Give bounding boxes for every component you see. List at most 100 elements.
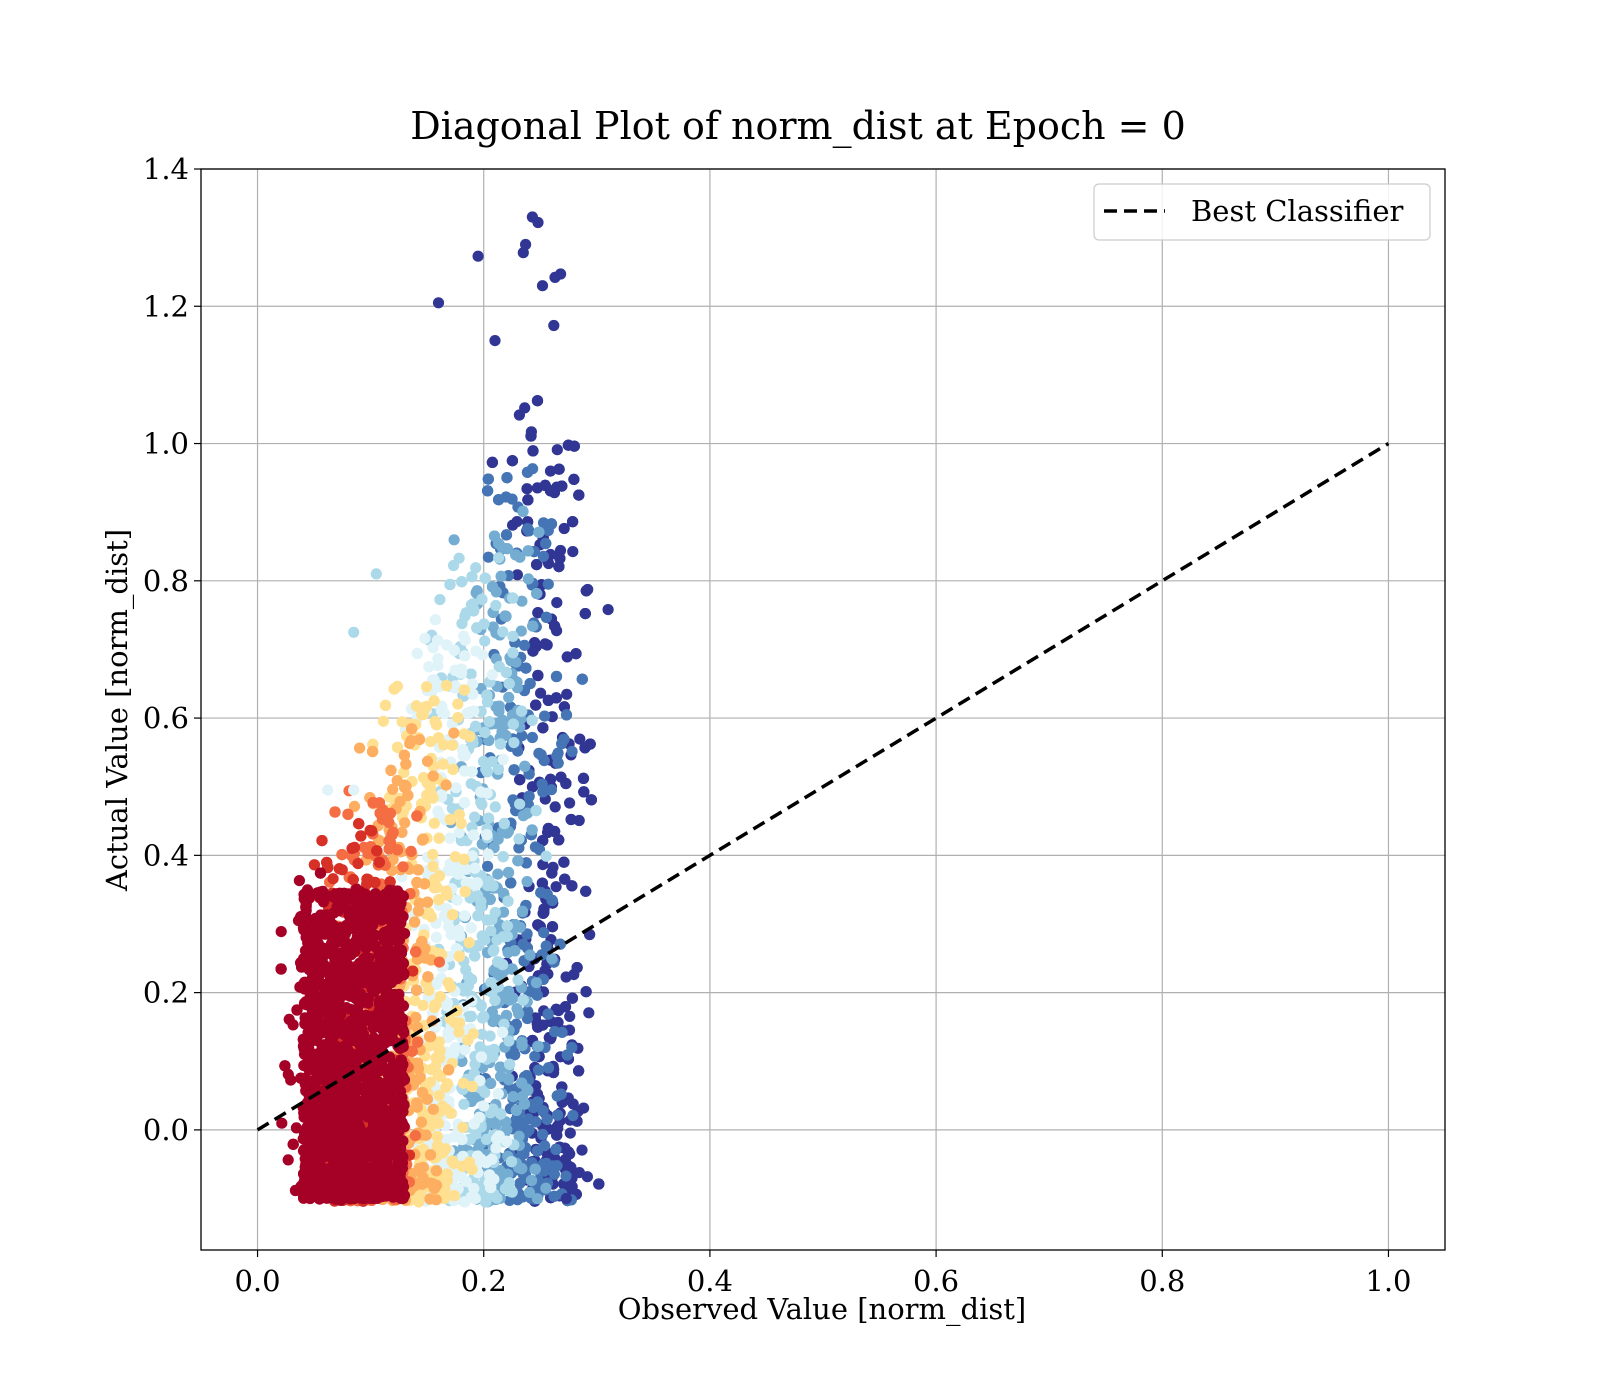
scatter-point [551,1160,563,1172]
scatter-point [531,588,543,600]
scatter-point [482,485,494,497]
scatter-point [542,578,554,590]
scatter-point [406,723,418,735]
scatter-point [509,945,521,957]
scatter-point [383,816,395,828]
scatter-point [336,849,348,861]
scatter-point [433,732,445,744]
scatter-point [397,861,409,873]
scatter-point [448,534,460,546]
scatter-point [500,1116,512,1128]
scatter-point [501,472,513,484]
scatter-point [497,931,509,943]
scatter-point [444,578,456,591]
scatter-point [460,607,472,619]
scatter-point [515,1163,528,1175]
scatter-point [518,1098,531,1110]
scatter-point [507,592,519,604]
scatter-point [424,1193,436,1205]
scatter-point [519,760,531,772]
scatter-point [411,876,423,889]
scatter-point [420,1129,432,1141]
scatter-point [526,714,538,726]
scatter-point [423,661,435,673]
scatter-point [491,1192,503,1204]
scatter-point [499,718,511,730]
scatter-point [470,562,482,574]
scatter-point [430,999,442,1011]
scatter-point [327,873,339,885]
scatter-point [462,980,474,992]
scatter-point [553,834,565,846]
scatter-point [462,1034,474,1046]
scatter-point [525,430,537,442]
scatter-point [514,774,526,786]
scatter-point [537,786,549,798]
scatter-point [511,569,523,581]
scatter-point [533,526,545,538]
scatter-point [561,1049,573,1061]
scatter-point [285,1074,297,1086]
scatter-point [481,914,493,926]
scatter-point [564,1127,576,1139]
scatter-point [494,738,507,750]
scatter-point [482,848,494,860]
scatter-point [452,868,464,880]
scatter-point [525,1174,538,1187]
scatter-point [453,950,465,963]
scatter-point [497,753,509,766]
scatter-point [522,1084,534,1096]
scatter-point [546,953,558,965]
scatter-point [540,1182,552,1194]
scatter-point [546,867,558,879]
scatter-point [470,645,482,657]
scatter-point [522,1005,534,1018]
scatter-point [458,797,471,809]
scatter-point [492,763,504,775]
scatter-point [527,445,539,457]
scatter-point [551,1120,564,1132]
scatter-point [568,473,580,485]
scatter-point [576,673,588,685]
scatter-point [457,1121,469,1133]
scatter-point [413,897,425,909]
scatter-point [388,683,400,695]
scatter-point [433,1089,445,1102]
scatter-point [425,1177,437,1189]
scatter-point [440,1103,452,1115]
scatter-point [442,977,454,989]
scatter-point [444,813,456,826]
scatter-point [369,876,381,889]
scatter-point [353,818,365,830]
scatter-point [448,644,460,656]
scatter-point [452,712,464,724]
scatter-point [421,755,434,767]
scatter-point [411,810,423,822]
scatter-point [527,645,539,657]
scatter-point [492,868,504,880]
scatter-point [560,777,572,790]
scatter-point [421,700,433,713]
scatter-point [521,876,533,888]
scatter-point [468,829,480,841]
scatter-point [479,1196,491,1208]
scatter-point [468,1118,480,1130]
scatter-point [469,1058,481,1070]
scatter-point [412,864,424,876]
scatter-point [429,614,441,626]
scatter-point [504,1058,516,1070]
scatter-point [559,873,571,885]
scatter-point [486,581,499,593]
scatter-point [561,688,573,700]
scatter-point [537,859,549,871]
scatter-point [410,700,423,712]
scatter-point [502,866,515,879]
scatter-point [455,1171,467,1183]
scatter-point [487,1051,499,1063]
scatter-point [456,576,468,588]
scatter-point [409,1130,421,1142]
scatter-point [507,992,519,1004]
scatter-point [424,1031,436,1043]
scatter-point [355,830,367,842]
scatter-point [354,742,366,754]
